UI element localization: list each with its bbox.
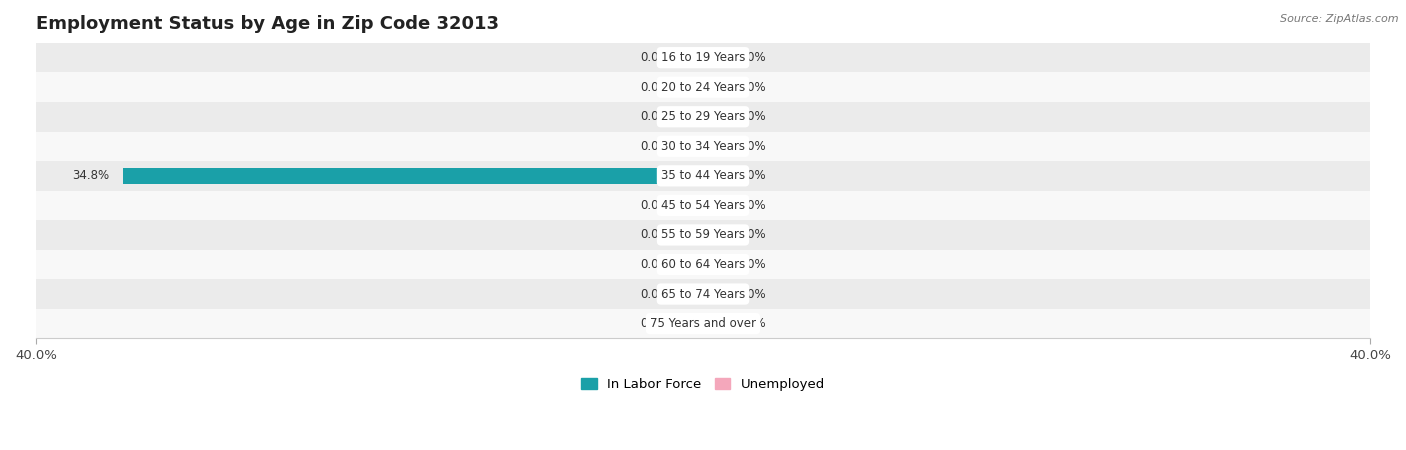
- Text: Employment Status by Age in Zip Code 32013: Employment Status by Age in Zip Code 320…: [37, 15, 499, 33]
- Text: 0.0%: 0.0%: [737, 317, 766, 330]
- Text: 0.0%: 0.0%: [640, 110, 669, 123]
- Text: 0.0%: 0.0%: [737, 169, 766, 182]
- Bar: [683, 315, 703, 332]
- Bar: [703, 197, 723, 214]
- Text: 45 to 54 Years: 45 to 54 Years: [661, 199, 745, 212]
- Text: 0.0%: 0.0%: [737, 110, 766, 123]
- Bar: [37, 309, 1369, 338]
- Text: 0.0%: 0.0%: [737, 229, 766, 242]
- Bar: [683, 50, 703, 66]
- Text: 60 to 64 Years: 60 to 64 Years: [661, 258, 745, 271]
- Text: 20 to 24 Years: 20 to 24 Years: [661, 81, 745, 94]
- Text: 0.0%: 0.0%: [737, 51, 766, 64]
- Bar: [37, 161, 1369, 191]
- Text: 0.0%: 0.0%: [737, 81, 766, 94]
- Bar: [703, 286, 723, 302]
- Bar: [683, 197, 703, 214]
- Text: 0.0%: 0.0%: [737, 288, 766, 301]
- Text: 0.0%: 0.0%: [640, 258, 669, 271]
- Text: 0.0%: 0.0%: [640, 288, 669, 301]
- Bar: [703, 256, 723, 273]
- Bar: [703, 227, 723, 243]
- Text: 0.0%: 0.0%: [640, 229, 669, 242]
- Bar: [37, 191, 1369, 220]
- Text: 25 to 29 Years: 25 to 29 Years: [661, 110, 745, 123]
- Text: 0.0%: 0.0%: [640, 199, 669, 212]
- Text: 0.0%: 0.0%: [737, 258, 766, 271]
- Bar: [703, 79, 723, 95]
- Bar: [37, 279, 1369, 309]
- Text: 0.0%: 0.0%: [640, 317, 669, 330]
- Bar: [37, 131, 1369, 161]
- Bar: [703, 108, 723, 125]
- Bar: [703, 168, 723, 184]
- Text: 75 Years and over: 75 Years and over: [650, 317, 756, 330]
- Bar: [122, 168, 703, 184]
- Text: 35 to 44 Years: 35 to 44 Years: [661, 169, 745, 182]
- Text: 65 to 74 Years: 65 to 74 Years: [661, 288, 745, 301]
- Bar: [683, 256, 703, 273]
- Bar: [37, 220, 1369, 250]
- Bar: [683, 227, 703, 243]
- Bar: [683, 286, 703, 302]
- Bar: [37, 250, 1369, 279]
- Bar: [37, 43, 1369, 72]
- Bar: [703, 315, 723, 332]
- Text: 0.0%: 0.0%: [640, 51, 669, 64]
- Bar: [703, 138, 723, 154]
- Text: 0.0%: 0.0%: [737, 140, 766, 153]
- Text: 0.0%: 0.0%: [737, 199, 766, 212]
- Bar: [683, 79, 703, 95]
- Bar: [683, 138, 703, 154]
- Bar: [683, 108, 703, 125]
- Text: 30 to 34 Years: 30 to 34 Years: [661, 140, 745, 153]
- Text: 55 to 59 Years: 55 to 59 Years: [661, 229, 745, 242]
- Text: 0.0%: 0.0%: [640, 81, 669, 94]
- Legend: In Labor Force, Unemployed: In Labor Force, Unemployed: [575, 373, 831, 397]
- Text: 34.8%: 34.8%: [72, 169, 110, 182]
- Text: 16 to 19 Years: 16 to 19 Years: [661, 51, 745, 64]
- Text: 0.0%: 0.0%: [640, 140, 669, 153]
- Bar: [37, 102, 1369, 131]
- Bar: [37, 72, 1369, 102]
- Bar: [703, 50, 723, 66]
- Text: Source: ZipAtlas.com: Source: ZipAtlas.com: [1281, 14, 1399, 23]
